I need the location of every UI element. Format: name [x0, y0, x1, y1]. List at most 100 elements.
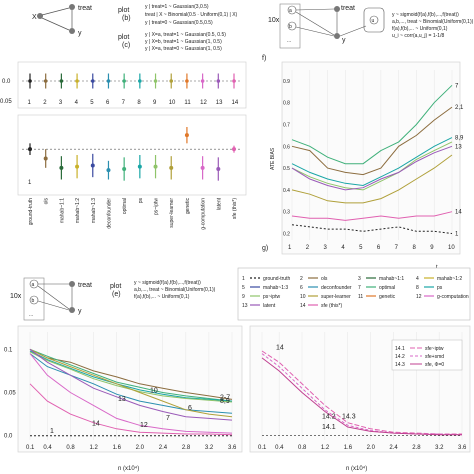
eq-r-0: y ~ sigmoid(f(a),f(b),...,f(treat)) [392, 12, 459, 18]
panel-d-point [153, 79, 158, 83]
panel-e-category-label: genetic [185, 198, 191, 215]
panel-e-category-label: mahab~1:1 [59, 198, 65, 223]
eq-c-2: y | X=a, treat=0 ~ Gaussian(1, 0.5) [145, 46, 222, 52]
panel-h-right-annotation: 14.3 [342, 413, 356, 420]
panel-e-category-label: super-learner [169, 198, 175, 228]
panel-d-point [232, 79, 236, 83]
edge-b-y [295, 26, 335, 37]
panel-h-right-xtick: 0.1 [258, 445, 267, 451]
panel-h-right-legend-num: 14.1 [395, 346, 405, 352]
legend-frame [237, 267, 471, 321]
panel-d-ytick-1: 0.05 [0, 99, 12, 105]
node-y-circle-b [69, 307, 75, 313]
panel-d-xtick: 9 [153, 100, 157, 106]
panel-d-point [43, 79, 48, 83]
panel-h-left-series-7 [29, 348, 233, 402]
legend-item-num: 10 [300, 294, 306, 300]
panel-f-end-label: 13 [455, 144, 462, 150]
plate-right [279, 3, 301, 49]
panel-f-xtick: 6 [377, 245, 381, 251]
panel-d-point [90, 79, 95, 83]
plot-e-label: plot [110, 283, 121, 290]
panel-h-left-xtick: 0.1 [26, 445, 35, 451]
eq-b-1: treat | X ~ Binomial(0.5 · Uniform(0,1) … [145, 12, 238, 18]
eq-c-0: y | X=a, treat=1 ~ Gaussian(0.5, 0.5) [145, 32, 226, 38]
panel-h-right-xtick: 0.8 [298, 445, 307, 451]
eq-r-2: f(a),f(b),... ~ Uniform(0,1) [392, 26, 448, 32]
legend-item-label: super-learner [321, 294, 351, 300]
panel-h-right-xtick: 0.4 [275, 445, 284, 451]
node-b-b: b [32, 298, 35, 304]
panel-h-right-annotation: 14.1 [322, 424, 336, 431]
panel-e-point [59, 165, 64, 170]
panel-h-right-xtick: 1.2 [321, 445, 330, 451]
panel-f-xtick: 9 [430, 245, 434, 251]
panel-e-category-label: mahab~1:3 [91, 198, 97, 223]
legend-item-label: genetic [379, 294, 396, 300]
panel-e-point [122, 167, 127, 171]
panel-h-left-series-12 [29, 353, 233, 434]
panel-e-category-label: ols [44, 198, 50, 205]
legend-item-num: 1 [242, 276, 245, 282]
legend-item-num: 7 [358, 285, 361, 291]
panel-d-point [169, 79, 174, 83]
panel-e-point [232, 147, 236, 152]
legend-item-label: optimal [379, 285, 395, 291]
panel-h-left-ytick: 0.1 [4, 347, 13, 353]
panel-d-point [106, 79, 111, 83]
panel-e-point [200, 165, 205, 170]
panel-h-left-xtick: 2.8 [182, 445, 191, 451]
node-treat-b: treat [78, 282, 92, 289]
node-treat-circle [69, 4, 75, 10]
node-x: X [32, 14, 37, 21]
eq-r-1: a,b,..., treat ~ Binomial(Uniform(0,1)) [392, 19, 474, 25]
plot-c-label: plot [118, 34, 129, 41]
panel-e-point [43, 156, 48, 161]
panel-d-xtick: 3 [59, 100, 63, 106]
plot-c-sub: (c) [122, 42, 130, 49]
panel-f-end-label: 2,1 [455, 105, 464, 111]
edge-x-y [41, 17, 70, 31]
panel-e-category-label: ps~iptw [154, 198, 160, 215]
legend-item-label: ground-truth [263, 276, 290, 282]
legend-item-num: 11 [358, 294, 363, 300]
node-b-circle-b [29, 295, 39, 305]
panel-f-series-2 [291, 106, 453, 176]
panel-h-right-xtick: 1.6 [344, 445, 353, 451]
panel-h-left-series-10 [29, 348, 233, 418]
eq-r-3: u_i ~ corr(a,u_j) = 1-1/8 [392, 33, 444, 39]
node-b-circle [287, 21, 297, 31]
panel-d-point [28, 79, 32, 83]
panel-h-left-annotation: 10 [150, 387, 158, 394]
plate-bottom [23, 277, 45, 321]
panel-f-series-14 [291, 211, 453, 221]
panel-e-category-label: ground-truth [28, 198, 34, 225]
panel-d-xtick: 4 [75, 100, 79, 106]
panel-d-xtick: 11 [184, 100, 191, 106]
panel-f-ylabel: ATE BIAS [270, 147, 276, 170]
panel-h-right-legend-label: sfe+smd [425, 354, 444, 360]
panel-f-ytick: 0.5 [283, 166, 290, 172]
legend-item-label: mahab~1:1 [379, 276, 404, 282]
node-a-b: a [32, 282, 35, 288]
panel-f-series-8 [291, 137, 453, 187]
panel-f-series-7 [291, 84, 453, 165]
legend: 1 ground-truth 2 ols 3 mahab~1:1 4 mahab~1:2 5 ma… [237, 267, 471, 321]
node-b: b [289, 24, 292, 30]
node-y-circle [69, 28, 75, 34]
panel-f-ytick: 0.4 [283, 188, 290, 194]
panel-d-point [138, 79, 142, 83]
edge-u-y [339, 25, 367, 37]
panel-f-xtick: 1 [288, 245, 292, 251]
panel-h-left-xtick: 1.2 [89, 445, 98, 451]
panel-h-left-xlabel: n (x10⁴) [118, 465, 139, 472]
panel-f-xtick: 8 [412, 245, 416, 251]
edge-a-y-b [37, 285, 70, 310]
legend-item-num: 5 [242, 285, 245, 291]
panel-d-point [75, 79, 79, 83]
panel-d-xtick: 14 [232, 100, 239, 106]
node-y-b: y [78, 308, 82, 315]
panel-d-xtick: 13 [216, 100, 223, 106]
